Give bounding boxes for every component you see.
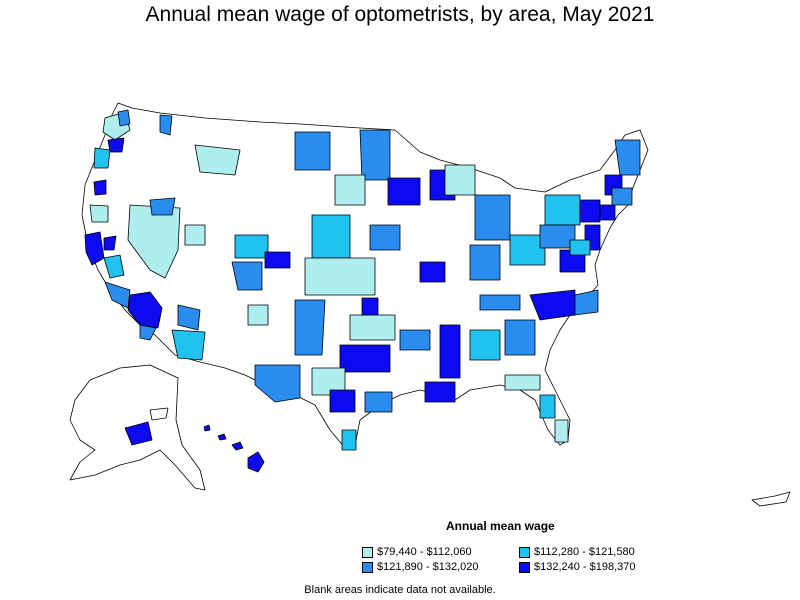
map-title: Annual mean wage of optometrists, by are… [145, 3, 655, 26]
legend-label-3: $121,890 - $132,020 [377, 561, 479, 573]
legend-swatch-1 [362, 547, 373, 558]
region-new-york-east [579, 199, 601, 223]
footnote: Blank areas indicate data not available. [304, 584, 496, 596]
region-florida-north [504, 374, 541, 391]
region-south-dakota-east [334, 174, 366, 206]
region-texas-dallas [339, 344, 391, 373]
region-nevada-rural [127, 204, 181, 279]
region-oregon-portland [107, 137, 125, 153]
region-colorado-west [231, 261, 263, 291]
hawaii-island [247, 451, 265, 473]
region-massachusetts [611, 187, 633, 206]
region-alaska-anchorage [124, 421, 153, 446]
region-colorado-denver [234, 234, 269, 259]
region-new-york [544, 194, 581, 226]
region-maine [614, 139, 641, 176]
region-washington-east [159, 114, 173, 136]
region-seattle [117, 109, 131, 127]
hawaii-oahu [217, 433, 227, 441]
region-colorado-springs [264, 251, 291, 269]
region-new-mexico [247, 304, 269, 326]
region-montana-west [194, 144, 241, 176]
legend-swatch-3 [362, 562, 373, 573]
region-bay-area [84, 231, 105, 266]
region-texas-west [254, 364, 301, 403]
legend-item-2: $112,280 - $121,580 [519, 546, 635, 559]
region-michigan-north [444, 164, 476, 196]
legend-swatch-4 [519, 562, 530, 573]
region-arizona-south [171, 329, 206, 361]
hawaii-kauai [203, 424, 211, 432]
region-los-angeles [127, 291, 163, 329]
region-oregon-medford [93, 179, 107, 196]
region-florida-central [539, 394, 556, 419]
region-michigan-lower [474, 194, 511, 241]
puerto-rico [751, 491, 791, 507]
region-sacramento [103, 235, 117, 251]
legend-title: Annual mean wage [446, 519, 555, 533]
region-nebraska-east [311, 214, 351, 259]
region-ohio [509, 234, 546, 266]
region-central-valley [103, 254, 125, 279]
region-texas-panhandle [294, 299, 326, 356]
region-iowa [369, 224, 401, 251]
region-alaska-southeast [149, 407, 169, 421]
region-new-orleans [424, 381, 456, 403]
legend-item-1: $79,440 - $112,060 [362, 546, 472, 559]
region-indiana [469, 244, 501, 281]
region-san-diego [139, 324, 157, 341]
region-texas-south [341, 429, 357, 451]
region-kansas [304, 257, 376, 296]
region-arizona-phoenix [177, 304, 201, 331]
region-connecticut [599, 204, 616, 221]
legend-label-2: $112,280 - $121,580 [534, 546, 635, 558]
legend-label-1: $79,440 - $112,060 [377, 546, 472, 558]
region-maryland [569, 239, 591, 256]
region-alabama [469, 329, 501, 361]
region-minnesota-west [359, 129, 391, 181]
map-regions [69, 102, 791, 507]
region-florida-south [554, 419, 569, 443]
region-texas-austin [329, 389, 356, 413]
region-north-carolina-east [574, 289, 599, 316]
region-northern-california [89, 204, 109, 223]
region-north-dakota-east [294, 131, 331, 171]
region-oregon-coast [93, 147, 111, 169]
region-minnesota-duluth [387, 177, 421, 206]
legend-label-4: $132,240 - $198,370 [534, 561, 636, 573]
hawaii-maui [231, 441, 244, 451]
region-utah-slc [184, 224, 206, 246]
region-georgia [504, 319, 536, 356]
region-mississippi [439, 324, 461, 379]
region-idaho-south [149, 197, 176, 216]
legend-item-3: $121,890 - $132,020 [362, 561, 479, 574]
region-texas-houston [364, 391, 393, 413]
region-louisiana-north [399, 329, 431, 351]
region-missouri-kc [419, 261, 446, 283]
legend-item-4: $132,240 - $198,370 [519, 561, 636, 574]
region-oklahoma-city [361, 297, 379, 316]
region-oklahoma [349, 314, 396, 341]
legend-swatch-2 [519, 547, 530, 558]
region-tennessee [479, 294, 521, 311]
